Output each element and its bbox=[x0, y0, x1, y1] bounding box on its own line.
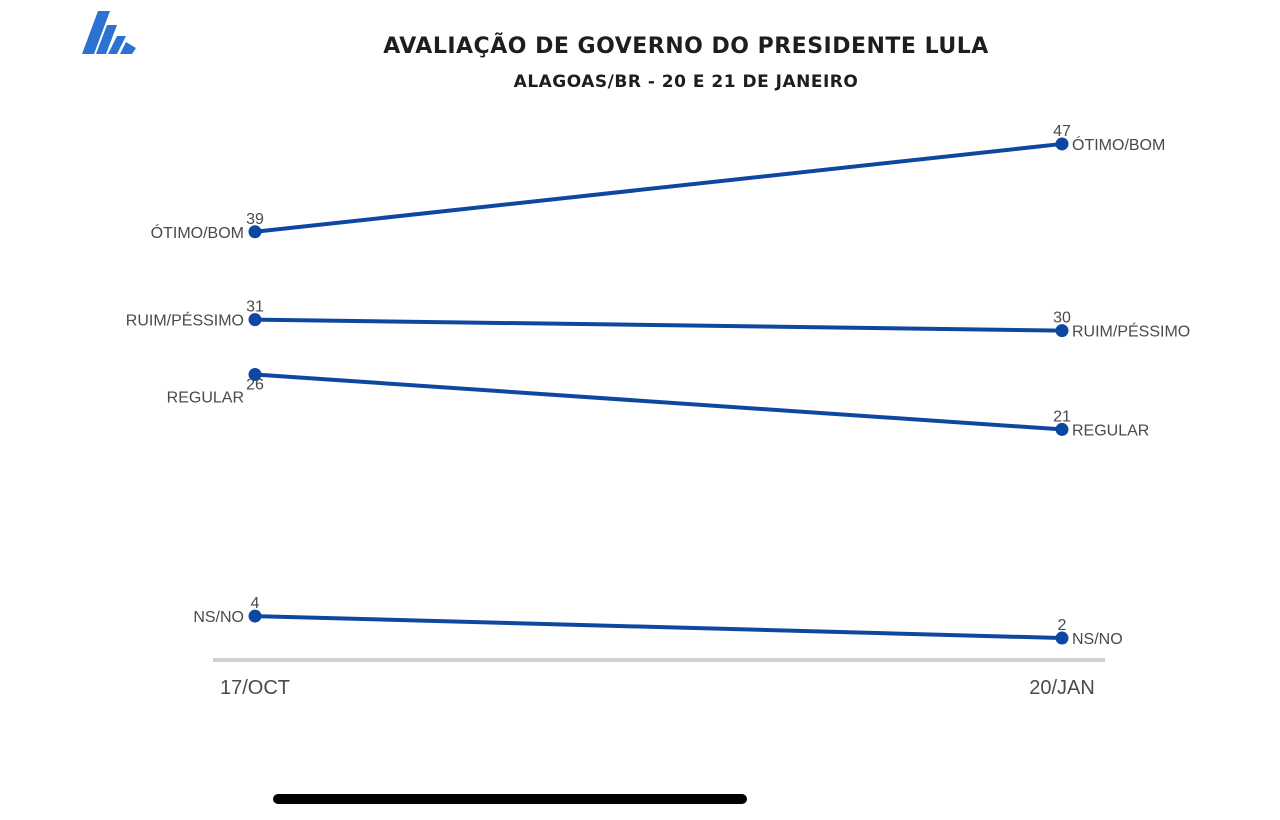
data-point bbox=[248, 609, 262, 623]
series-name-label: ÓTIMO/BOM bbox=[151, 223, 244, 242]
data-point bbox=[1055, 137, 1069, 151]
data-label: 39 bbox=[246, 211, 264, 228]
data-label: 31 bbox=[246, 299, 264, 316]
line-chart: 17/OCT 20/JAN39ÓTIMO/BOM47ÓTIMO/BOM31RUIM… bbox=[126, 123, 1190, 699]
x-tick-label: 20/JAN bbox=[1029, 677, 1095, 699]
data-point bbox=[248, 225, 262, 239]
data-point bbox=[1055, 631, 1069, 645]
series-line bbox=[253, 317, 1064, 333]
series-name-label: RUIM/PÉSSIMO bbox=[1072, 322, 1190, 341]
series-name-label: REGULAR bbox=[1072, 422, 1149, 439]
data-point bbox=[248, 313, 262, 327]
data-point bbox=[1055, 422, 1069, 436]
x-tick-label: 17/OCT bbox=[220, 677, 290, 699]
data-point bbox=[248, 368, 262, 382]
data-label: 47 bbox=[1053, 123, 1071, 140]
series-name-label: ÓTIMO/BOM bbox=[1072, 135, 1165, 154]
brand-logo-icon bbox=[82, 11, 136, 54]
series-name-label: NS/NO bbox=[193, 609, 244, 626]
series-name-label: RUIM/PÉSSIMO bbox=[126, 311, 244, 330]
series-line bbox=[253, 372, 1064, 432]
data-label: 26 bbox=[246, 377, 264, 394]
chart-title: AVALIAÇÃO DE GOVERNO DO PRESIDENTE LULA bbox=[383, 34, 989, 59]
series-name-label: NS/NO bbox=[1072, 631, 1123, 648]
data-label: 2 bbox=[1058, 617, 1067, 634]
home-indicator-bar[interactable] bbox=[273, 794, 747, 804]
chart-subtitle: ALAGOAS/BR - 20 E 21 DE JANEIRO bbox=[513, 72, 859, 92]
series-line bbox=[253, 614, 1064, 641]
data-label: 30 bbox=[1053, 310, 1071, 327]
series-name-label: REGULAR bbox=[167, 390, 244, 407]
data-label: 21 bbox=[1053, 408, 1071, 425]
data-label: 4 bbox=[251, 595, 260, 612]
series-line bbox=[253, 141, 1064, 234]
data-point bbox=[1055, 324, 1069, 338]
